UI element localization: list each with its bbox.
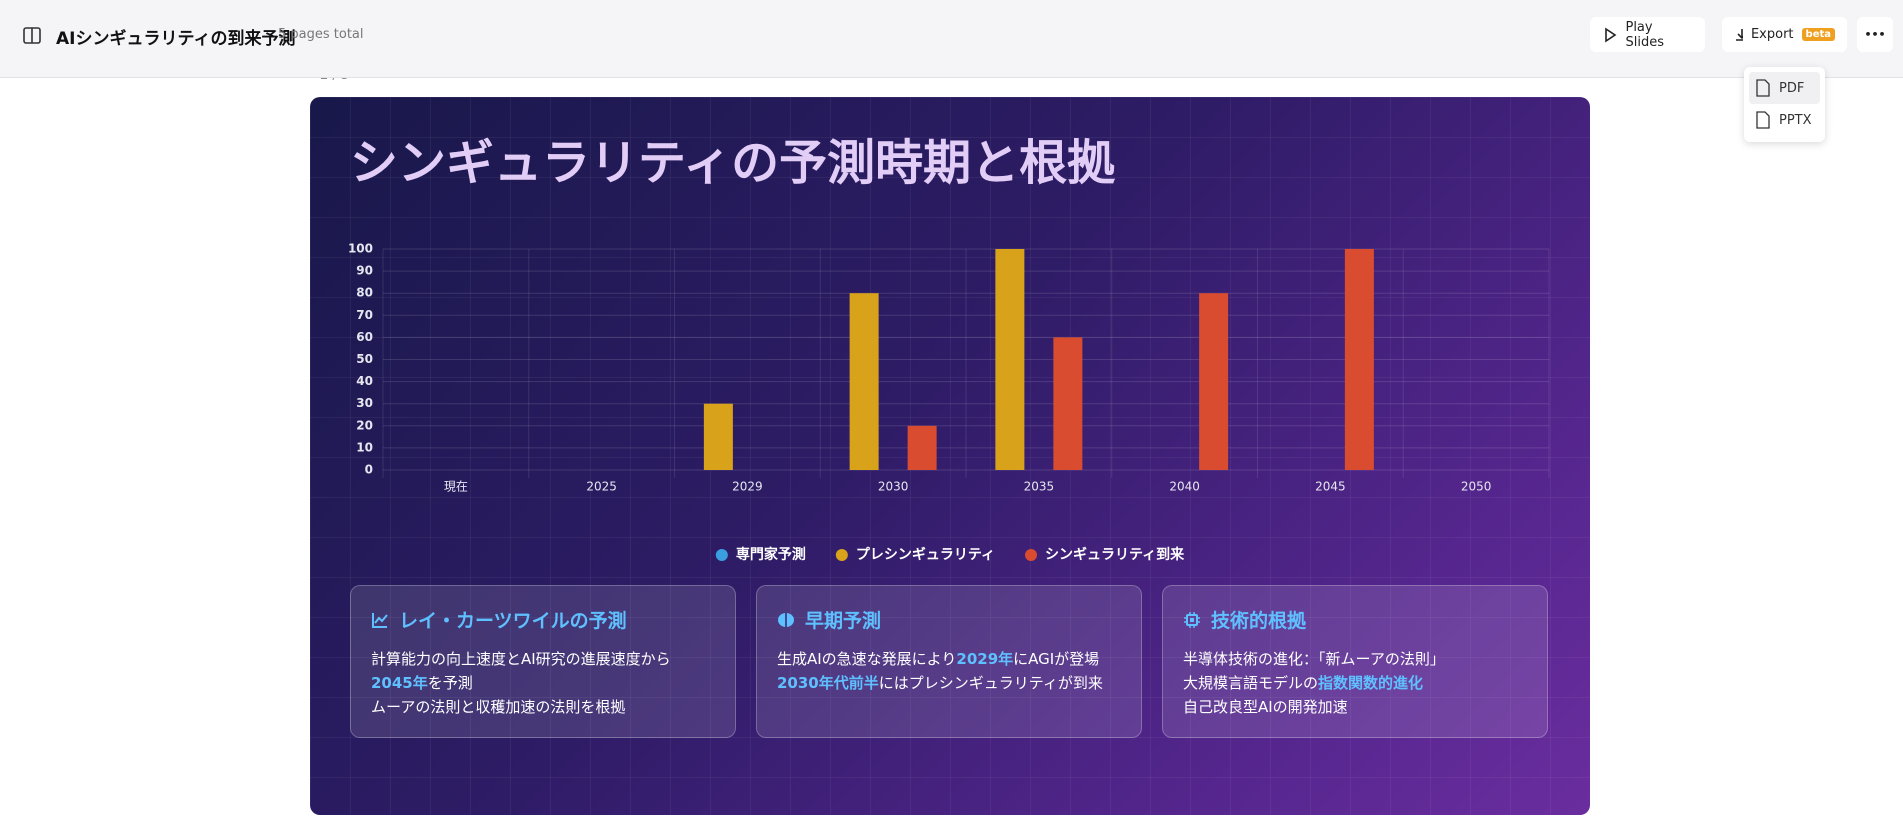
pptx-icon — [1756, 111, 1770, 129]
text: にAGIが登場 — [1013, 650, 1100, 668]
x-tick-label: 2025 — [586, 480, 617, 494]
y-tick-label: 40 — [356, 374, 373, 388]
menu-label: PPTX — [1779, 112, 1812, 128]
x-tick-label: 2030 — [878, 480, 909, 494]
export-button[interactable]: Export beta — [1722, 17, 1847, 52]
card-line: 半導体技術の進化：「新ムーアの法則」 — [1183, 647, 1527, 671]
info-card: 技術的根拠 半導体技術の進化：「新ムーアの法則」 大規模言語モデルの指数関数的進化自… — [1162, 585, 1548, 738]
bar — [995, 249, 1025, 470]
card-icon — [778, 612, 794, 627]
highlight: 2029年 — [956, 650, 1014, 668]
card-line: 2030年代前半にはプレシンギュラリティが到来 — [777, 671, 1121, 695]
x-tick-label: 2045 — [1315, 480, 1346, 494]
menu-item[interactable]: PDF — [1749, 72, 1820, 104]
bar — [849, 293, 879, 470]
x-tick-label: 現在 — [444, 480, 468, 494]
legend-marker — [715, 549, 728, 561]
y-tick-label: 50 — [356, 352, 373, 366]
legend-label: シンギュラリティ到来 — [1045, 546, 1185, 563]
play-button[interactable]: Play Slides — [1590, 17, 1705, 52]
legend-label: プレシンギュラリティ — [856, 546, 995, 563]
menu-label: PDF — [1779, 80, 1805, 96]
card-title: 技術的根拠 — [1183, 606, 1527, 633]
card-line: ムーアの法則と収穫加速の法則を根拠 — [371, 695, 715, 719]
play-icon — [1605, 27, 1617, 42]
slide-grid — [310, 97, 1590, 815]
card-line: 自己改良型AIの開発加速 — [1183, 695, 1527, 719]
text: 計算能力の向上速度とAI研究の進展速度から — [371, 650, 671, 668]
y-tick-label: 60 — [356, 330, 373, 344]
beta-badge: beta — [1801, 28, 1835, 41]
text: ムーアの法則と収穫加速の法則を根拠 — [371, 698, 626, 716]
info-card: レイ・カーツワイルの予測計算能力の向上速度とAI研究の進展速度から 2045年を予… — [350, 585, 736, 738]
x-tick-label: 2050 — [1461, 480, 1492, 494]
bar — [1344, 249, 1374, 470]
card-line: 2045年を予測 — [371, 671, 715, 695]
text: 大規模言語モデルの — [1183, 674, 1319, 692]
more-button[interactable]: ••• — [1857, 17, 1893, 52]
card-line: 計算能力の向上速度とAI研究の進展速度から — [371, 647, 715, 671]
y-tick-label: 80 — [356, 286, 373, 300]
card-title: 早期予測 — [777, 606, 1121, 633]
card-title-text: 技術的根拠 — [1211, 610, 1307, 632]
y-tick-label: 90 — [356, 264, 373, 278]
slide-title: シンギュラリティの予測時期と根拠 — [350, 135, 1116, 191]
info-card: 早期予測 生成AIの急速な発展により2029年にAGIが登場 2030年代前半にはプ… — [756, 585, 1142, 738]
bar — [703, 403, 733, 470]
card-line: 大規模言語モデルの指数関数的進化 — [1183, 671, 1527, 695]
card-line: 生成AIの急速な発展により2029年にAGIが登場 — [777, 647, 1121, 671]
text: 半導体技術の進化：「新ムーアの法則」 — [1183, 650, 1445, 668]
text: を予測 — [427, 674, 473, 692]
text: 生成AIの急速な発展により — [777, 650, 957, 668]
legend-label: 専門家予測 — [736, 546, 806, 563]
page-count: 5 pages total — [278, 27, 364, 42]
x-tick-label: 2035 — [1024, 480, 1055, 494]
bar — [1199, 293, 1229, 470]
y-tick-label: 70 — [356, 308, 373, 322]
y-tick-label: 20 — [356, 418, 373, 432]
bar — [1053, 337, 1083, 470]
header: AIシンギュラリティの到来予測 5 pages total Play Slide… — [0, 0, 1903, 78]
highlight: 2030年代前半 — [777, 674, 879, 692]
book-icon[interactable] — [22, 26, 42, 46]
card-title-text: 早期予測 — [805, 610, 882, 632]
download-icon — [1736, 28, 1743, 41]
bar — [907, 425, 937, 470]
highlight: 指数関数的進化 — [1318, 674, 1424, 692]
legend-marker — [1025, 549, 1037, 561]
highlight: 2045年 — [371, 674, 428, 692]
export-label: Export — [1750, 27, 1794, 42]
export-menu: PDF PPTX — [1744, 67, 1825, 142]
y-tick-label: 0 — [365, 463, 373, 477]
menu-item[interactable]: PPTX — [1749, 104, 1820, 136]
card-title-text: レイ・カーツワイルの予測 — [399, 610, 627, 632]
play-label: Play Slides — [1625, 19, 1664, 50]
y-tick-label: 10 — [356, 440, 373, 454]
card-icon — [1184, 611, 1200, 628]
y-tick-label: 100 — [348, 242, 373, 256]
card-title: レイ・カーツワイルの予測 — [371, 606, 715, 633]
card-icon — [372, 612, 388, 628]
doc-title: AIシンギュラリティの到来予測 — [56, 29, 296, 49]
pdf-icon — [1756, 79, 1770, 97]
text: にはプレシンギュラリティが到来 — [878, 674, 1103, 692]
legend-marker — [835, 549, 848, 561]
x-tick-label: 2029 — [732, 480, 763, 494]
text: 自己改良型AIの開発加速 — [1183, 698, 1348, 716]
x-tick-label: 2040 — [1169, 480, 1200, 494]
slide: シンギュラリティの予測時期と根拠 0 10 20 30 40 50 60 70 80 90 100 現… — [310, 97, 1590, 815]
y-tick-label: 30 — [356, 396, 373, 410]
